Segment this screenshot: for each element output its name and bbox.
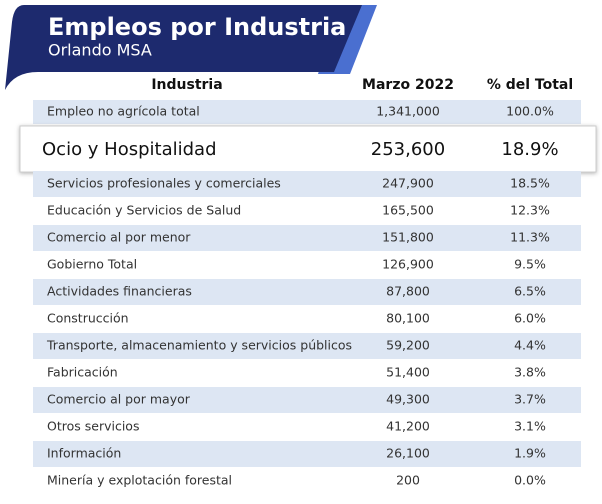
cell: Fabricación	[47, 365, 118, 380]
cell: 59,200	[386, 338, 430, 353]
column-header: Industria	[151, 77, 222, 93]
cell: Otros servicios	[47, 419, 139, 434]
cell: 253,600	[371, 139, 445, 160]
cell: 12.3%	[510, 203, 550, 218]
cell: 26,100	[386, 446, 430, 461]
cell: Ocio y Hospitalidad	[42, 139, 217, 160]
column-header: Marzo 2022	[362, 77, 454, 93]
cell: 0.0%	[514, 473, 546, 488]
highlight-box	[19, 125, 597, 173]
cell: 41,200	[386, 419, 430, 434]
cell: Comercio al por menor	[47, 230, 191, 245]
cell: 1,341,000	[376, 104, 440, 119]
cell: 151,800	[382, 230, 434, 245]
cell: 49,300	[386, 392, 430, 407]
cell: Servicios profesionales y comerciales	[47, 176, 281, 191]
cell: Educación y Servicios de Salud	[47, 203, 241, 218]
cell: 6.5%	[514, 284, 546, 299]
cell: Información	[47, 446, 121, 461]
cell: 3.7%	[514, 392, 546, 407]
title: Empleos por Industria	[48, 13, 346, 41]
cell: 247,900	[382, 176, 434, 191]
cell: 1.9%	[514, 446, 546, 461]
cell: 87,800	[386, 284, 430, 299]
subtitle: Orlando MSA	[48, 41, 152, 60]
cell: Empleo no agrícola total	[47, 104, 200, 119]
cell: 9.5%	[514, 257, 546, 272]
cell: 6.0%	[514, 311, 546, 326]
cell: 126,900	[382, 257, 434, 272]
banner	[5, 5, 362, 90]
cell: 3.1%	[514, 419, 546, 434]
row-background	[33, 279, 581, 305]
cell: Gobierno Total	[47, 257, 137, 272]
cell: 18.5%	[510, 176, 550, 191]
row-background	[33, 441, 581, 467]
cell: 100.0%	[506, 104, 554, 119]
row-background	[33, 225, 581, 251]
column-header: % del Total	[487, 77, 573, 93]
cell: 4.4%	[514, 338, 546, 353]
cell: 51,400	[386, 365, 430, 380]
row-background	[33, 100, 581, 124]
row-background	[33, 333, 581, 359]
cell: 11.3%	[510, 230, 550, 245]
cell: Comercio al por mayor	[47, 392, 191, 407]
cell: Construcción	[47, 311, 129, 326]
cell: 3.8%	[514, 365, 546, 380]
cell: 18.9%	[501, 139, 558, 160]
row-background	[33, 171, 581, 197]
row-background	[33, 387, 581, 413]
cell: 80,100	[386, 311, 430, 326]
table: Industria Marzo 2022 % del Total Empleo no …	[19, 77, 597, 488]
cell: 200	[396, 473, 420, 488]
cell: Minería y explotación forestal	[47, 473, 232, 488]
cell: Transporte, almacenamiento y servicios p…	[46, 338, 352, 353]
cell: Actividades financieras	[47, 284, 192, 299]
cell: 165,500	[382, 203, 434, 218]
